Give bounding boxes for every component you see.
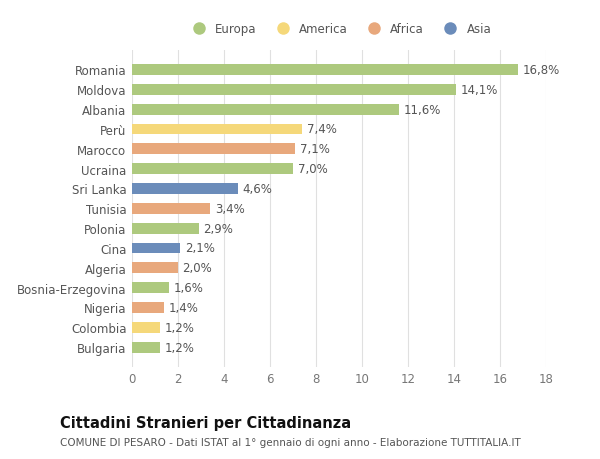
Text: 1,4%: 1,4% <box>169 301 199 314</box>
Text: 1,2%: 1,2% <box>164 341 194 354</box>
Bar <box>132 203 210 214</box>
Text: 2,0%: 2,0% <box>182 262 212 274</box>
Text: 3,4%: 3,4% <box>215 202 245 215</box>
Bar <box>132 184 238 195</box>
Text: 2,1%: 2,1% <box>185 242 215 255</box>
Bar <box>132 223 199 234</box>
Bar <box>132 283 169 293</box>
Text: 14,1%: 14,1% <box>461 84 498 96</box>
Bar <box>132 302 164 313</box>
Bar <box>132 243 181 254</box>
Text: 7,1%: 7,1% <box>300 143 330 156</box>
Bar <box>132 322 160 333</box>
Text: 1,2%: 1,2% <box>164 321 194 334</box>
Text: 7,0%: 7,0% <box>298 163 328 176</box>
Text: 2,9%: 2,9% <box>203 222 233 235</box>
Bar <box>132 124 302 135</box>
Text: 16,8%: 16,8% <box>523 64 560 77</box>
Bar <box>132 342 160 353</box>
Text: 1,6%: 1,6% <box>173 281 203 295</box>
Text: 11,6%: 11,6% <box>403 103 441 117</box>
Bar <box>132 84 457 95</box>
Text: 7,4%: 7,4% <box>307 123 337 136</box>
Text: 4,6%: 4,6% <box>242 183 272 196</box>
Bar <box>132 144 295 155</box>
Text: COMUNE DI PESARO - Dati ISTAT al 1° gennaio di ogni anno - Elaborazione TUTTITAL: COMUNE DI PESARO - Dati ISTAT al 1° genn… <box>60 437 521 447</box>
Bar <box>132 105 399 115</box>
Bar <box>132 65 518 76</box>
Bar <box>132 263 178 274</box>
Text: Cittadini Stranieri per Cittadinanza: Cittadini Stranieri per Cittadinanza <box>60 415 351 431</box>
Bar <box>132 164 293 175</box>
Legend: Europa, America, Africa, Asia: Europa, America, Africa, Asia <box>182 18 496 41</box>
